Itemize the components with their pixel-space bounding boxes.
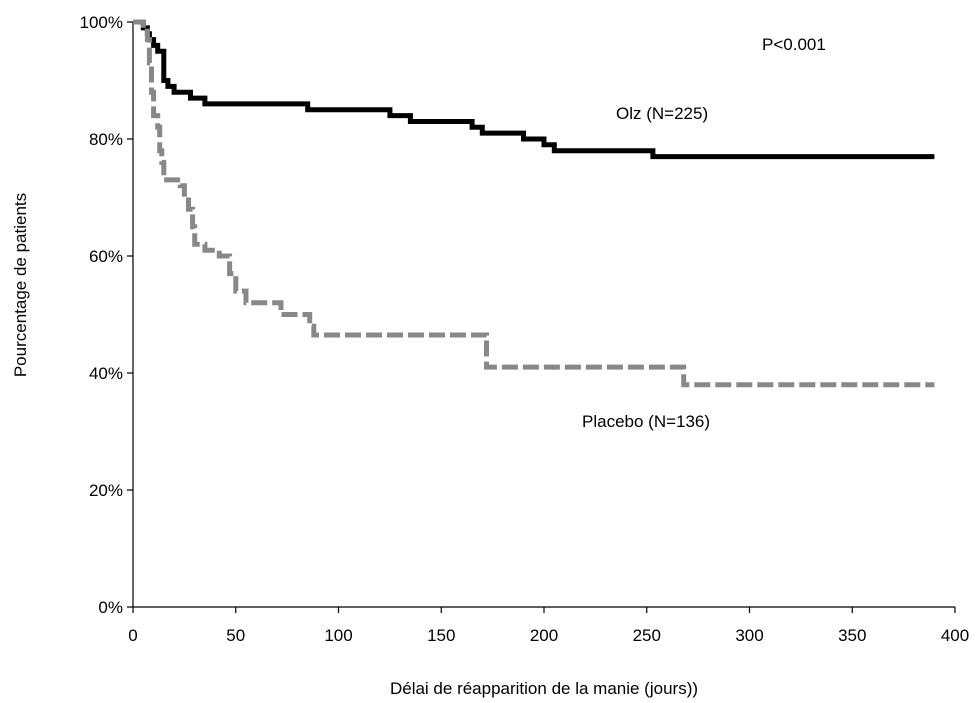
x-tick-label: 350 — [838, 626, 866, 645]
y-tick-label: 40% — [89, 364, 123, 383]
x-tick-label: 200 — [530, 626, 558, 645]
x-tick-label: 0 — [128, 626, 137, 645]
series-group — [133, 19, 935, 388]
y-tick-label: 100% — [80, 13, 123, 32]
y-tick-label: 0% — [98, 598, 123, 617]
y-tick-label: 80% — [89, 130, 123, 149]
placebo-survival-line — [133, 19, 935, 388]
x-tick-label: 50 — [226, 626, 245, 645]
y-tick-label: 60% — [89, 247, 123, 266]
pvalue-annotation: P<0.001 — [762, 35, 826, 54]
x-tick-label: 400 — [941, 626, 969, 645]
x-axis-title: Délai de réapparition de la manie (jours… — [390, 679, 698, 698]
tick-marks — [127, 21, 956, 613]
olz-series-label: Olz (N=225) — [616, 104, 708, 123]
tick-labels: 0 50 100 150 200 250 300 350 400 0% 20% 40% 60% 80% 10… — [80, 13, 970, 645]
axes — [132, 22, 955, 608]
y-axis-title: Pourcentage de patients — [11, 193, 30, 377]
x-tick-label: 150 — [427, 626, 455, 645]
x-tick-label: 250 — [633, 626, 661, 645]
x-tick-label: 300 — [735, 626, 763, 645]
placebo-series-label: Placebo (N=136) — [582, 412, 710, 431]
olz-survival-line — [133, 19, 935, 160]
y-tick-label: 20% — [89, 481, 123, 500]
x-tick-label: 100 — [324, 626, 352, 645]
